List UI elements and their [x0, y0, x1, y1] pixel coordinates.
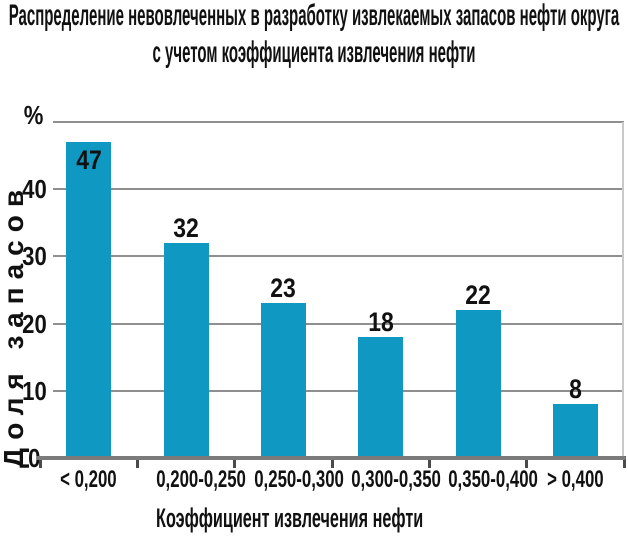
- bar-value-label: 23: [253, 274, 313, 302]
- bar-value-text: 23: [270, 273, 297, 304]
- x-tick-label: 0,350-0,400: [429, 468, 539, 492]
- x-tick-label: < 0,200: [40, 468, 137, 492]
- gridline: [53, 322, 624, 325]
- bar-value-text: 22: [465, 280, 491, 311]
- gridline: [53, 121, 624, 123]
- y-tick-text: 30: [21, 241, 47, 272]
- x-tick-text: 0,250-0,300: [253, 466, 344, 493]
- bar-value-label: 47: [59, 146, 119, 174]
- bar-value-text: 18: [367, 307, 394, 337]
- y-tick-text: 10: [21, 375, 47, 406]
- bar: [260, 303, 306, 458]
- x-tick-text: > 0,400: [547, 466, 604, 493]
- bar: [163, 243, 209, 458]
- x-axis-tick: [525, 456, 529, 468]
- x-axis-tick: [38, 456, 42, 468]
- gridline: [53, 188, 624, 191]
- y-tick-text: 0: [27, 443, 41, 473]
- x-tick-label: 0,300-0,350: [332, 468, 441, 492]
- bar: [358, 337, 404, 458]
- bar-value-text: 47: [75, 145, 102, 176]
- x-axis-tick: [233, 456, 237, 468]
- x-axis-tick: [427, 456, 431, 468]
- chart-title-text: Распределение невовлеченных в разработку…: [8, 0, 620, 69]
- x-axis-line: [36, 456, 626, 460]
- x-axis-tick: [135, 456, 139, 468]
- x-tick-text: 0,300-0,350: [351, 466, 441, 493]
- x-tick-label: 0,250-0,300: [235, 468, 344, 492]
- bar-value-label: 8: [545, 375, 605, 403]
- y-tick-text: 40: [21, 174, 47, 205]
- bar-value-label: 32: [156, 214, 216, 242]
- bar: [455, 310, 501, 458]
- bar: [66, 142, 112, 458]
- x-tick-text: < 0,200: [60, 466, 117, 493]
- y-tick-label: 40: [0, 175, 68, 203]
- y-tick-label: 20: [0, 310, 68, 338]
- gridline: [53, 255, 624, 258]
- bar-value-label: 22: [448, 281, 508, 309]
- y-tick-label: 10: [0, 377, 68, 405]
- x-tick-text: 0,200-0,250: [156, 466, 247, 493]
- x-axis-title-text: Коэффициент извлечения нефти: [156, 503, 424, 533]
- bar-value-label: 18: [351, 308, 411, 336]
- y-tick-label: 30: [0, 242, 68, 270]
- x-axis-tick: [622, 456, 626, 468]
- y-tick-label: 0: [0, 444, 68, 472]
- x-tick-label: 0,200-0,250: [137, 468, 247, 492]
- bar: [552, 404, 598, 458]
- gridline: [53, 389, 624, 392]
- x-tick-label: > 0,400: [527, 468, 624, 492]
- x-axis-tick: [330, 456, 334, 468]
- x-axis-title: Коэффициент извлечения нефти: [0, 505, 580, 532]
- x-tick-text: 0,350-0,400: [448, 466, 539, 493]
- bar-value-text: 8: [568, 374, 582, 405]
- chart-title: Распределение невовлеченных в разработку…: [0, 0, 628, 71]
- y-axis-unit-label: %: [0, 101, 68, 129]
- plot-right-border: [622, 122, 624, 458]
- y-axis-unit-text: %: [24, 100, 44, 130]
- bar-value-text: 32: [173, 213, 199, 243]
- y-tick-text: 20: [21, 308, 47, 339]
